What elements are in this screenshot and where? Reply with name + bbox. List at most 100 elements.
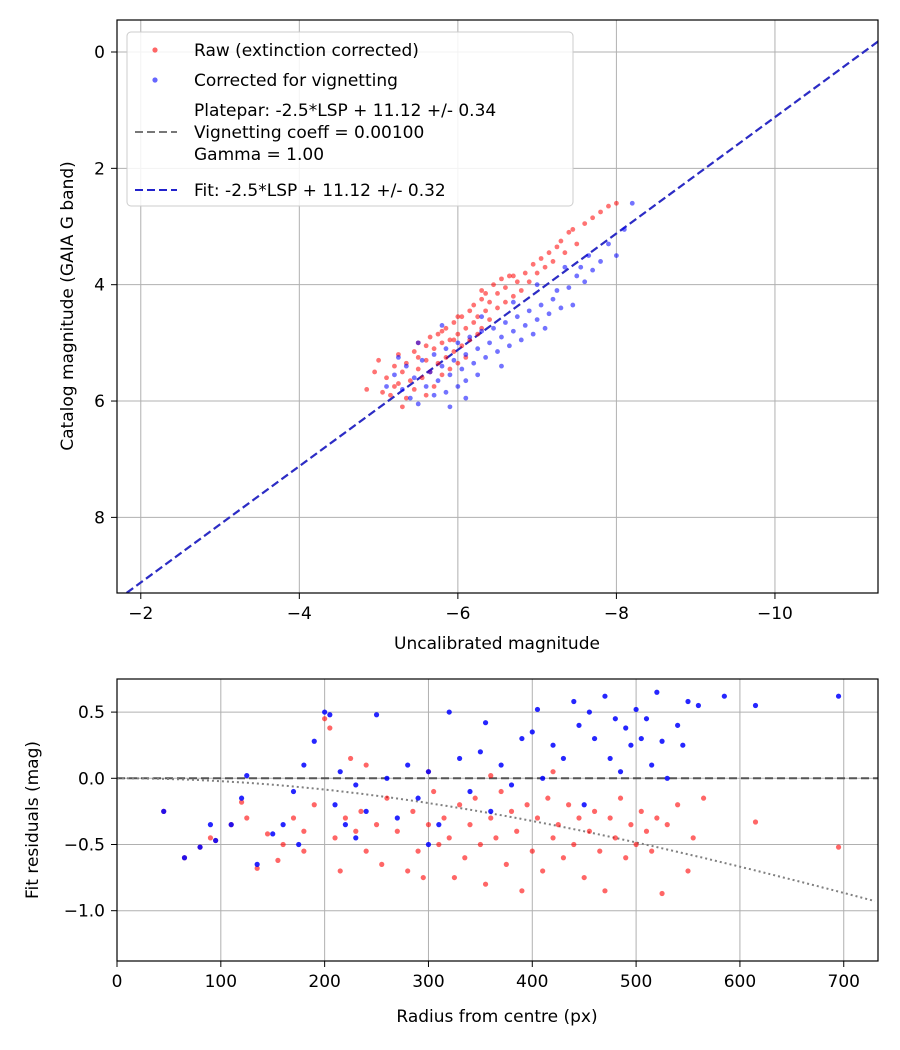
corrected-residual-point <box>238 795 245 801</box>
raw-point <box>376 357 381 363</box>
legend-label: Gamma = 1.00 <box>194 145 324 165</box>
raw-point <box>495 291 500 296</box>
raw-residual-point <box>503 861 509 867</box>
raw-residual-point <box>835 844 842 850</box>
raw-point <box>487 317 492 322</box>
raw-residual-point <box>638 808 644 814</box>
top-x-tick-label: −10 <box>757 604 793 624</box>
raw-residual-point <box>405 868 411 874</box>
raw-residual-point <box>591 808 598 814</box>
raw-point <box>451 349 457 354</box>
corrected-residual-point <box>457 755 463 762</box>
raw-residual-point <box>477 841 483 848</box>
raw-point <box>590 215 596 221</box>
corrected-point <box>463 352 469 357</box>
top-x-axis-label: Uncalibrated magnitude <box>394 634 600 654</box>
corrected-residual-point <box>301 762 307 768</box>
raw-point <box>506 273 512 279</box>
raw-point <box>479 296 485 302</box>
corrected-point <box>522 323 528 328</box>
corrected-point <box>455 340 461 346</box>
raw-residual-point <box>571 841 577 848</box>
raw-point <box>570 227 576 232</box>
legend-marker <box>152 77 158 83</box>
raw-residual-point <box>264 831 271 837</box>
bottom-scatter-points <box>161 689 842 897</box>
corrected-residual-point <box>425 841 432 848</box>
corrected-residual-point <box>591 735 598 742</box>
raw-residual-point <box>550 835 556 841</box>
raw-point <box>427 334 433 340</box>
corrected-residual-point <box>617 769 624 775</box>
raw-residual-point <box>451 874 458 881</box>
raw-point <box>495 305 500 311</box>
top-y-tick-label: 4 <box>94 276 105 296</box>
corrected-residual-point <box>488 808 494 814</box>
raw-point <box>558 238 564 244</box>
raw-point <box>423 357 429 363</box>
corrected-point <box>542 325 548 331</box>
top-x-tick-label: −6 <box>445 604 470 624</box>
raw-residual-point <box>446 835 452 841</box>
corrected-residual-point <box>467 788 473 795</box>
raw-point <box>514 279 520 285</box>
corrected-residual-point <box>498 762 504 768</box>
raw-residual-point <box>358 808 364 814</box>
corrected-point <box>495 349 500 354</box>
legend-marker <box>152 47 158 53</box>
raw-residual-point <box>290 815 297 821</box>
raw-residual-point <box>586 828 592 834</box>
legend-label: Platepar: -2.5*LSP + 11.12 +/- 0.34 <box>194 101 496 121</box>
corrected-point <box>415 401 421 407</box>
corrected-residual-point <box>280 822 286 828</box>
raw-residual-point <box>322 716 328 722</box>
bottom-y-tick-label: 0.5 <box>78 703 105 723</box>
corrected-residual-point <box>519 735 525 742</box>
top-x-tick-label: −4 <box>287 604 312 624</box>
corrected-point <box>439 323 445 328</box>
raw-point <box>463 325 469 331</box>
fit-line <box>124 40 878 593</box>
raw-residual-point <box>207 835 214 841</box>
raw-residual-point <box>576 815 582 821</box>
raw-point <box>510 293 516 299</box>
raw-point <box>483 308 489 314</box>
corrected-residual-point <box>654 689 660 695</box>
raw-residual-point <box>420 874 426 881</box>
corrected-residual-point <box>415 795 421 801</box>
raw-residual-point <box>441 815 447 821</box>
legend-label: Corrected for vignetting <box>194 71 398 91</box>
corrected-point <box>431 352 437 357</box>
corrected-residual-point <box>384 775 390 781</box>
corrected-residual-point <box>581 802 587 808</box>
corrected-point <box>443 346 449 352</box>
raw-residual-point <box>488 815 494 821</box>
bottom-x-tick-label: 600 <box>724 972 756 992</box>
corrected-series <box>384 200 635 410</box>
corrected-residual-point <box>752 702 759 709</box>
bottom-plot-frame <box>116 678 879 962</box>
raw-point <box>510 273 516 279</box>
raw-residual-point <box>612 835 618 841</box>
raw-residual-point <box>394 828 400 834</box>
corrected-residual-point <box>311 738 317 744</box>
raw-point <box>467 308 473 314</box>
corrected-point <box>526 308 532 314</box>
bottom-x-tick-label: 100 <box>205 972 237 992</box>
raw-residual-point <box>327 725 333 731</box>
raw-point <box>534 270 540 276</box>
raw-residual-point <box>301 828 307 834</box>
raw-point <box>439 328 445 334</box>
corrected-point <box>411 375 417 381</box>
raw-residual-point <box>623 855 629 861</box>
raw-point <box>443 325 449 331</box>
raw-point <box>546 250 552 256</box>
corrected-point <box>614 253 619 258</box>
corrected-point <box>431 392 437 398</box>
raw-point <box>459 314 465 320</box>
corrected-point <box>510 328 516 334</box>
corrected-residual-point <box>540 775 546 781</box>
raw-residual-point <box>633 841 639 848</box>
raw-residual-point <box>280 841 286 848</box>
corrected-residual-point <box>181 855 188 861</box>
